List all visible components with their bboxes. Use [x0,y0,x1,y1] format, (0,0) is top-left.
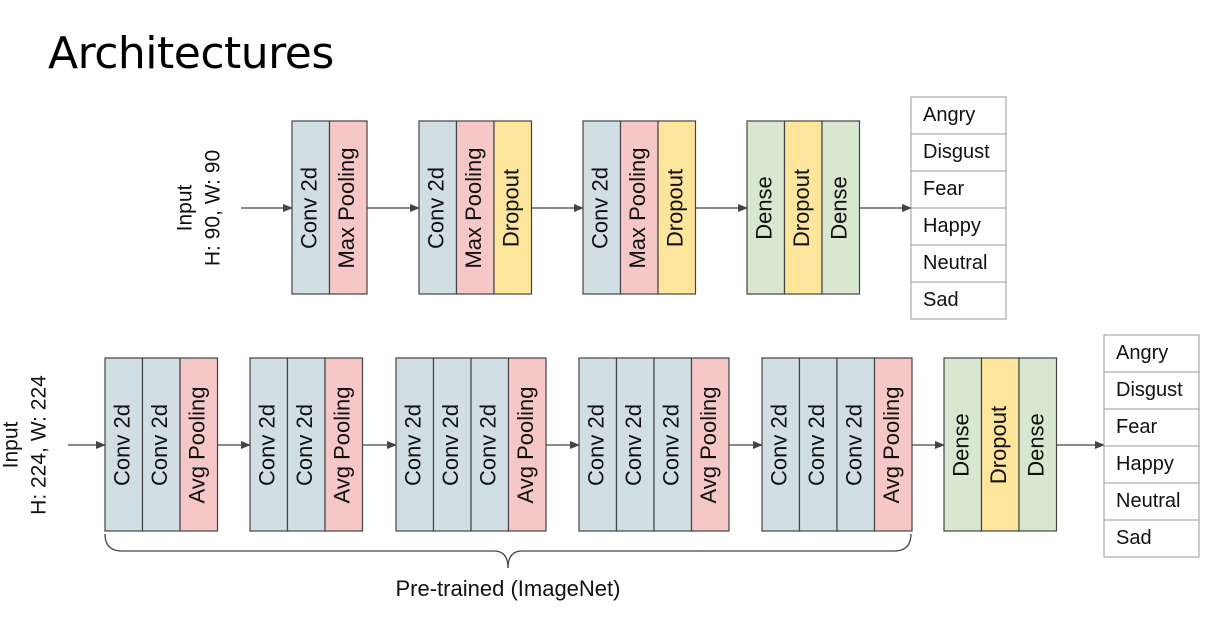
output-class-sad: Sad [1116,527,1152,549]
conv-2d-layer [141,357,181,532]
output-class-cell [910,281,1007,320]
conv-2d-layer [836,357,876,532]
layer-label: Avg Pooling [696,386,721,503]
layer-label: Max Pooling [461,147,486,268]
layer-label: Avg Pooling [330,386,355,503]
layer-label: Dense [949,413,974,477]
layer-label: Dropout [789,169,814,247]
output-class-cell [910,244,1007,283]
layer-label: Conv 2d [584,404,609,486]
layer-label: Avg Pooling [513,386,538,503]
output-class-cell [910,170,1007,209]
layer-label: Max Pooling [334,147,359,268]
pretrained-label: Pre-trained (ImageNet) [396,576,621,601]
bottom-model-block-5: Conv 2d Conv 2d Conv 2d Avg Pooling [761,357,913,532]
top-model-block-2: Conv 2d Max Pooling Dropout [418,120,533,295]
bottom-model-block-4: Conv 2d Conv 2d Conv 2d Avg Pooling [578,357,730,532]
layer-label: Conv 2d [297,167,322,249]
layer-label: Conv 2d [659,404,684,486]
layer-label: Conv 2d [767,404,792,486]
output-class-happy: Happy [1116,453,1174,475]
output-class-cell [910,207,1007,246]
input-label: Input [0,421,23,468]
page-title: Architectures [48,28,334,79]
conv-2d-layer [291,120,331,295]
max-pooling-layer [328,120,368,295]
conv-2d-layer [761,357,801,532]
output-class-angry: Angry [1116,342,1168,364]
conv-2d-layer [653,357,693,532]
avg-pooling-layer [507,357,547,532]
layer-label: Conv 2d [401,404,426,486]
output-class-disgust: Disgust [923,141,990,163]
layer-label: Conv 2d [255,404,280,486]
conv-2d-layer [432,357,472,532]
dropout-layer [493,120,533,295]
top-model-block-4: Dense Dropout Dense [746,120,861,295]
bottom-model-block-1: Conv 2d Conv 2d Avg Pooling [104,357,219,532]
layer-label: Dropout [986,406,1011,484]
avg-pooling-layer [690,357,730,532]
output-class-disgust: Disgust [1116,379,1183,401]
layer-label: Conv 2d [292,404,317,486]
dense-layer [821,120,861,295]
layer-label: Conv 2d [588,167,613,249]
layer-label: Conv 2d [804,404,829,486]
layer-label: Conv 2d [147,404,172,486]
avg-pooling-layer [873,357,913,532]
output-class-fear: Fear [1116,416,1157,438]
output-class-cell [1103,482,1200,521]
max-pooling-layer [619,120,659,295]
conv-2d-layer [395,357,435,532]
dense-layer [746,120,786,295]
input-label: H: 90, W: 90 [202,150,225,266]
output-class-happy: Happy [923,215,981,237]
conv-2d-layer [582,120,622,295]
top-model-block-3: Conv 2d Max Pooling Dropout [582,120,697,295]
top-model-block-1: Conv 2d Max Pooling [291,120,368,295]
output-class-neutral: Neutral [923,252,987,274]
layer-label: Dense [752,176,777,240]
output-class-neutral: Neutral [1116,490,1180,512]
output-class-cell [910,96,1007,135]
layer-label: Conv 2d [424,167,449,249]
layer-label: Avg Pooling [879,386,904,503]
bottom-model-block-6: Dense Dropout Dense [943,357,1058,532]
pretrained-brace [104,533,912,569]
output-class-angry: Angry [923,104,975,126]
layer-label: Conv 2d [438,404,463,486]
output-class-sad: Sad [923,289,959,311]
layer-label: Max Pooling [625,147,650,268]
layer-label: Dropout [499,169,524,247]
conv-2d-layer [470,357,510,532]
layer-label: Conv 2d [842,404,867,486]
bottom-model-block-2: Conv 2d Conv 2d Avg Pooling [249,357,364,532]
layer-label: Conv 2d [476,404,501,486]
output-class-cell [1103,334,1200,373]
layer-label: Conv 2d [621,404,646,486]
input-label: H: 224, W: 224 [28,375,51,515]
output-classes: Angry Disgust Fear Happy Neutral Sad [910,96,1007,320]
output-class-fear: Fear [923,178,964,200]
conv-2d-layer [615,357,655,532]
dropout-layer [980,357,1020,532]
output-class-cell [1103,519,1200,558]
bottom-model-block-3: Conv 2d Conv 2d Conv 2d Avg Pooling [395,357,547,532]
layer-label: Avg Pooling [185,386,210,503]
input-label: Input [174,184,197,231]
layer-label: Dense [827,176,852,240]
conv-2d-layer [798,357,838,532]
conv-2d-layer [418,120,458,295]
output-class-cell [1103,408,1200,447]
output-classes: Angry Disgust Fear Happy Neutral Sad [1103,334,1200,558]
output-class-cell [1103,371,1200,410]
dropout-layer [657,120,697,295]
layer-label: Dense [1024,413,1049,477]
conv-2d-layer [249,357,289,532]
layer-label: Dropout [663,169,688,247]
conv-2d-layer [104,357,144,532]
layer-label: Conv 2d [110,404,135,486]
